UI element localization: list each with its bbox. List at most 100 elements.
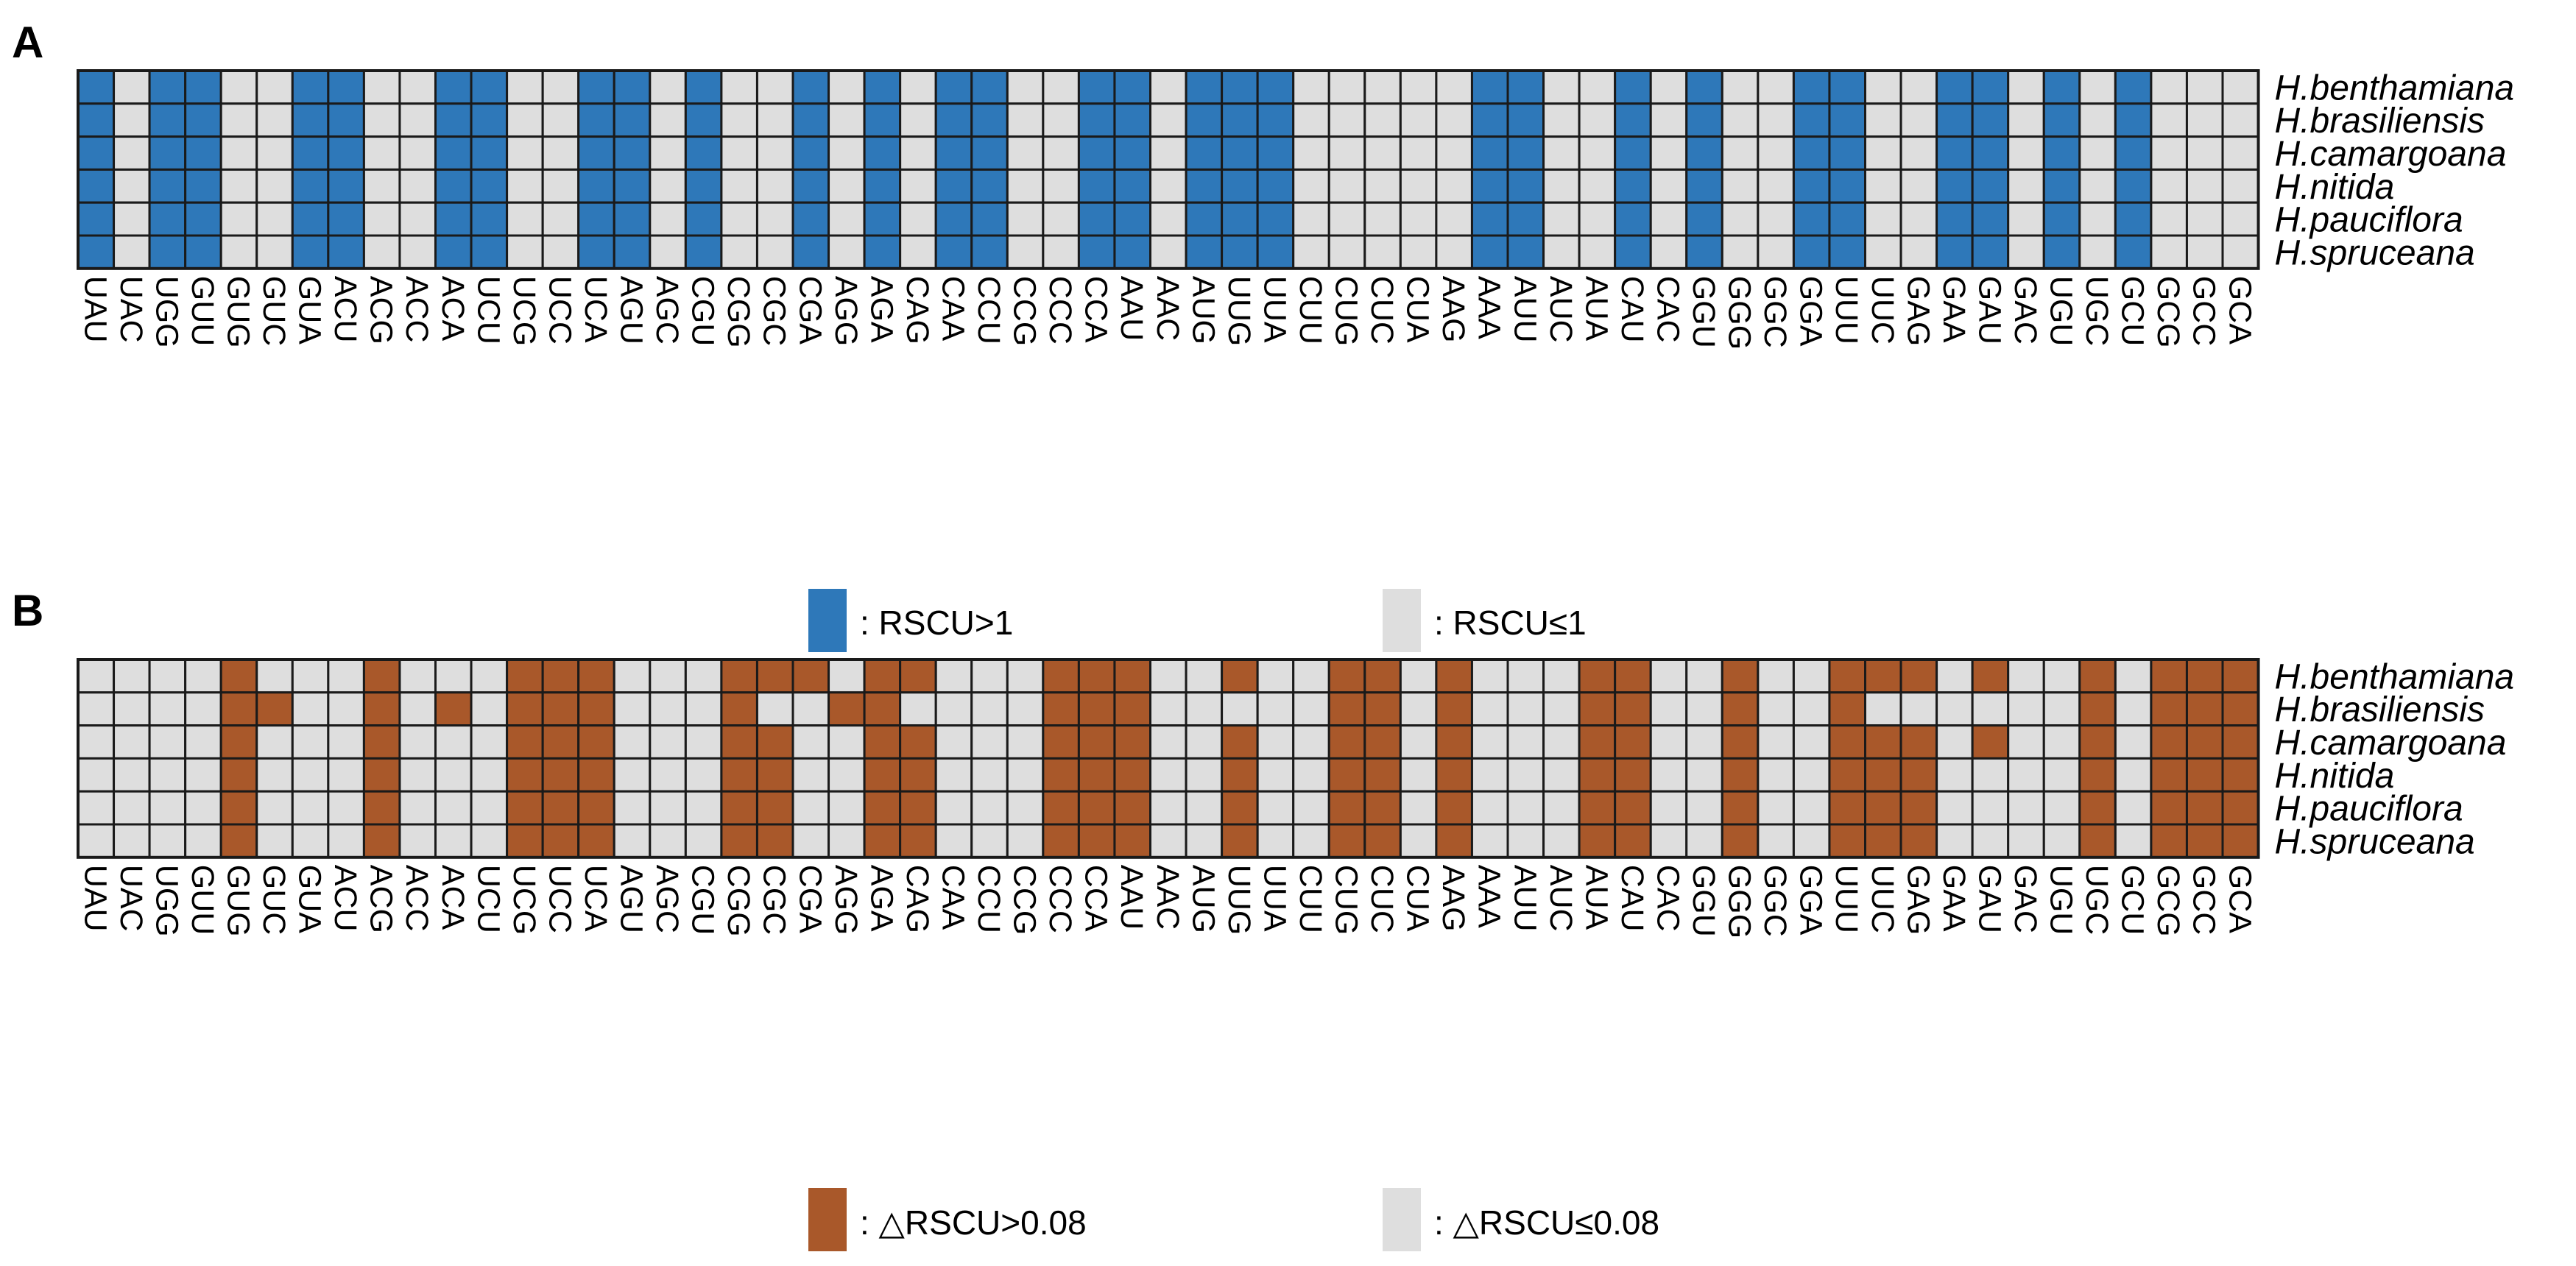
heatmap-cell-b-h-pauciflora-uau — [77, 790, 116, 826]
codon-label-a: UCC — [542, 276, 577, 344]
species-label-a: H.benthamiana — [2275, 68, 2515, 107]
codon-label-b: AUC — [1543, 865, 1578, 932]
heatmap-cell-b-h-brasiliensis-gua — [291, 691, 330, 727]
heatmap-cell-a-h-nitida-ccc — [1042, 168, 1080, 204]
heatmap-cell-a-h-brasiliensis-gcg — [2150, 102, 2188, 138]
heatmap-cell-b-h-pauciflora-cug — [1327, 790, 1366, 826]
heatmap-cell-a-h-nitida-caa — [934, 168, 973, 204]
heatmap-cell-a-h-camargoana-auc — [1542, 135, 1581, 171]
heatmap-cell-a-h-brasiliensis-aac — [1149, 102, 1188, 138]
heatmap-cell-b-h-spruceana-gcg — [2150, 823, 2188, 859]
heatmap-cell-a-h-spruceana-aaa — [1470, 234, 1509, 270]
heatmap-cell-a-h-pauciflora-uuc — [1864, 201, 1902, 237]
codon-label-b: AUG — [1185, 865, 1221, 933]
heatmap-cell-a-h-spruceana-caa — [934, 234, 973, 270]
heatmap-cell-b-h-spruceana-auu — [1506, 823, 1545, 859]
heatmap-cell-b-h-nitida-uuc — [1864, 757, 1902, 793]
heatmap-cell-a-h-camargoana-acc — [398, 135, 437, 171]
heatmap-cell-a-h-benthamiana-aga — [863, 69, 902, 105]
heatmap-cell-a-h-benthamiana-aac — [1149, 69, 1188, 105]
heatmap-cell-b-h-nitida-ucc — [541, 757, 580, 793]
heatmap-cell-a-h-camargoana-cag — [899, 135, 937, 171]
codon-label-a: UCU — [470, 276, 506, 344]
panel-b-letter: B — [12, 586, 43, 635]
heatmap-cell-b-h-camargoana-ggc — [1757, 724, 1795, 760]
codon-label-a: AGC — [649, 276, 685, 344]
heatmap-cell-a-h-pauciflora-gca — [2221, 201, 2260, 237]
heatmap-cell-a-h-brasiliensis-ugc — [2078, 102, 2117, 138]
heatmap-cell-a-h-brasiliensis-gug — [219, 102, 258, 138]
heatmap-cell-a-h-camargoana-ccg — [1006, 135, 1045, 171]
heatmap-cell-a-h-pauciflora-aaa — [1470, 201, 1509, 237]
heatmap-cell-a-h-brasiliensis-acc — [398, 102, 437, 138]
heatmap-cell-b-h-pauciflora-uua — [1256, 790, 1295, 826]
heatmap-cell-b-h-camargoana-cuu — [1292, 724, 1330, 760]
heatmap-cell-a-h-camargoana-cga — [791, 135, 830, 171]
heatmap-cell-a-h-brasiliensis-acg — [362, 102, 401, 138]
heatmap-cell-a-h-camargoana-gcc — [2185, 135, 2224, 171]
heatmap-cell-b-h-pauciflora-uuc — [1864, 790, 1902, 826]
heatmap-cell-a-h-pauciflora-cgc — [755, 201, 794, 237]
heatmap-cell-a-h-benthamiana-cgu — [684, 69, 723, 105]
heatmap-cell-a-h-camargoana-gug — [219, 135, 258, 171]
heatmap-cell-b-h-benthamiana-acc — [398, 658, 437, 694]
heatmap-cell-b-h-spruceana-aag — [1435, 823, 1473, 859]
heatmap-cell-b-h-nitida-gag — [1899, 757, 1938, 793]
codon-label-b: CAA — [935, 865, 970, 930]
heatmap-cell-a-h-brasiliensis-ggu — [1685, 102, 1723, 138]
heatmap-cell-b-h-pauciflora-uuu — [1828, 790, 1866, 826]
codon-label-b: AUA — [1578, 865, 1614, 930]
heatmap-cell-a-h-pauciflora-auu — [1506, 201, 1545, 237]
codon-label-a: CUA — [1400, 276, 1436, 343]
codon-label-b: UGG — [149, 865, 184, 937]
heatmap-cell-a-h-brasiliensis-gga — [1792, 102, 1831, 138]
heatmap-cell-a-h-nitida-uuu — [1828, 168, 1866, 204]
heatmap-cell-a-h-nitida-uca — [577, 168, 615, 204]
heatmap-cell-b-h-pauciflora-aug — [1185, 790, 1224, 826]
heatmap-cell-a-h-camargoana-ggc — [1757, 135, 1795, 171]
heatmap-cell-b-h-benthamiana-agu — [613, 658, 652, 694]
heatmap-cell-a-h-pauciflora-aau — [1113, 201, 1151, 237]
heatmap-cell-b-h-nitida-guc — [255, 757, 294, 793]
heatmap-cell-a-h-brasiliensis-auu — [1506, 102, 1545, 138]
heatmap-cell-b-h-pauciflora-uca — [577, 790, 615, 826]
heatmap-cell-b-h-camargoana-gug — [219, 724, 258, 760]
heatmap-cell-b-h-brasiliensis-uuu — [1828, 691, 1866, 727]
heatmap-cell-a-h-nitida-gau — [1971, 168, 2010, 204]
heatmap-cell-b-h-spruceana-uuc — [1864, 823, 1902, 859]
heatmap-cell-a-h-benthamiana-auu — [1506, 69, 1545, 105]
heatmap-cell-b-h-benthamiana-gca — [2221, 658, 2260, 694]
heatmap-cell-b-h-nitida-agu — [613, 757, 652, 793]
heatmap-cell-a-h-spruceana-guc — [255, 234, 294, 270]
heatmap-cell-b-h-benthamiana-ccg — [1006, 658, 1045, 694]
heatmap-cell-b-h-pauciflora-aua — [1578, 790, 1617, 826]
heatmap-cell-b-h-pauciflora-ucc — [541, 790, 580, 826]
heatmap-cell-b-h-camargoana-uuu — [1828, 724, 1866, 760]
heatmap-cell-a-h-camargoana-gca — [2221, 135, 2260, 171]
heatmap-cell-b-h-pauciflora-cga — [791, 790, 830, 826]
heatmap-cell-a-h-nitida-cac — [1649, 168, 1688, 204]
codon-label-b: CUG — [1329, 865, 1364, 936]
heatmap-cell-a-h-benthamiana-agu — [613, 69, 652, 105]
codon-label-b: CAG — [900, 865, 935, 933]
heatmap-cell-b-h-spruceana-aua — [1578, 823, 1617, 859]
heatmap-cell-b-h-spruceana-caa — [934, 823, 973, 859]
heatmap-cell-b-h-spruceana-cgg — [720, 823, 758, 859]
heatmap-cell-b-h-spruceana-cac — [1649, 823, 1688, 859]
heatmap-cell-b-h-nitida-acg — [362, 757, 401, 793]
heatmap-cell-a-h-brasiliensis-aca — [434, 102, 473, 138]
heatmap-cell-a-h-brasiliensis-gau — [1971, 102, 2010, 138]
heatmap-cell-b-h-camargoana-caa — [934, 724, 973, 760]
heatmap-cell-a-h-spruceana-gcu — [2114, 234, 2153, 270]
heatmap-cell-b-h-spruceana-gua — [291, 823, 330, 859]
heatmap-cell-b-h-spruceana-auc — [1542, 823, 1581, 859]
heatmap-cell-a-h-nitida-cgu — [684, 168, 723, 204]
heatmap-cell-a-h-spruceana-agc — [649, 234, 687, 270]
heatmap-cell-a-h-nitida-guc — [255, 168, 294, 204]
codon-label-a: AUC — [1543, 276, 1578, 343]
heatmap-cell-a-h-nitida-gga — [1792, 168, 1831, 204]
heatmap-cell-b-h-benthamiana-ugc — [2078, 658, 2117, 694]
heatmap-cell-b-h-spruceana-aga — [863, 823, 902, 859]
heatmap-cell-b-h-nitida-guu — [184, 757, 222, 793]
heatmap-cell-a-h-benthamiana-agg — [828, 69, 866, 105]
